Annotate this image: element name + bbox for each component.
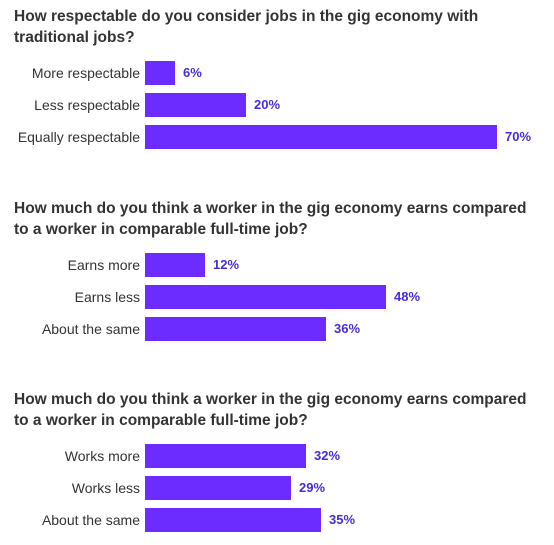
category-label: More respectable [31,65,140,81]
category-label: Less respectable [34,97,140,113]
category-label: Works less [71,480,140,496]
category-label: Earns less [74,289,140,305]
value-label: 35% [329,512,356,527]
bar [145,253,205,277]
bar [145,61,175,85]
bar [145,476,291,500]
chart-title: How much do you think a worker in the gi… [14,391,527,429]
category-label: Works more [64,448,140,464]
category-label: About the same [41,512,140,528]
chart-title: How respectable do you consider jobs in … [14,8,479,46]
bar-row: About the same 35% [0,508,554,532]
category-label: Earns more [67,257,140,273]
bar-row: Less respectable 20% [0,93,554,117]
value-label: 12% [213,257,240,272]
bar-row: Works more 32% [0,444,554,468]
bar [145,285,386,309]
category-label: About the same [41,321,140,337]
value-label: 32% [314,448,341,463]
bar-row: Works less 29% [0,476,554,500]
bar-row: Earns more 12% [0,253,554,277]
bar [145,125,497,149]
bar-row: More respectable 6% [0,61,554,85]
chart-title: How much do you think a worker in the gi… [14,200,527,238]
bar-row: Earns less 48% [0,285,554,309]
bar-row: About the same 36% [0,317,554,341]
bar-row: Equally respectable 70% [0,125,554,149]
value-label: 48% [394,289,421,304]
bar [145,444,306,468]
value-label: 20% [254,97,281,112]
category-label: Equally respectable [17,129,140,145]
bar [145,317,326,341]
value-label: 29% [299,480,326,495]
value-label: 6% [183,65,202,80]
value-label: 70% [505,129,532,144]
bar [145,93,246,117]
bar [145,508,321,532]
value-label: 36% [334,321,361,336]
